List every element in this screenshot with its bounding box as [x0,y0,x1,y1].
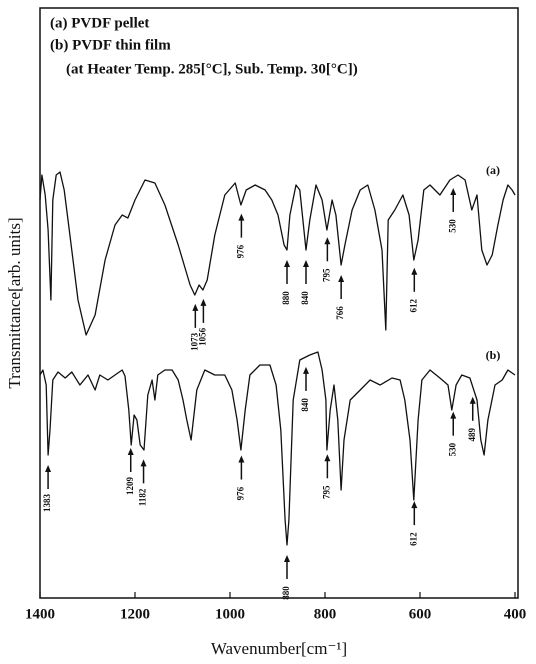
peak-arrow [411,501,418,526]
peak-label: 530 [447,442,457,456]
arrow-head [303,366,309,374]
peak-arrow [238,455,245,480]
plot-frame [39,7,519,599]
peak-label: 840 [300,398,310,412]
peak-arrow [303,366,309,391]
curve-label: (a) [486,163,500,177]
arrow-head [324,237,331,245]
peak-label: 1056 [197,327,207,346]
arrow-head [338,275,345,282]
arrow-head [411,501,418,509]
y-axis-label: Transmittance[arb. units] [5,217,24,388]
arrow-head [469,396,476,404]
x-tick-label: 400 [504,606,527,622]
peak-label: 766 [335,306,345,320]
header-line: (at Heater Temp. 285[°C], Sub. Temp. 30[… [66,61,358,77]
arrow-head [303,260,309,267]
peak-label: 1383 [42,494,52,513]
arrow-head [45,465,52,472]
peak-label: 795 [321,268,331,282]
peak-arrow [450,411,457,436]
arrow-head [284,555,290,562]
peak-arrow [303,260,309,284]
x-tick-label: 800 [314,606,337,622]
x-tick-label: 1400 [25,606,55,622]
peak-arrow [324,237,331,262]
arrow-head [450,411,457,419]
peak-arrow [324,454,331,479]
peak-arrow [238,213,245,238]
peak-arrow [411,267,418,292]
peak-label: 1209 [125,477,135,496]
peak-arrow [127,448,134,472]
curve-label: (b) [486,348,501,362]
peak-arrow [192,303,199,328]
arrow-head [238,455,245,463]
peak-arrow [469,396,476,421]
peak-label: 1182 [138,488,148,506]
arrow-head [140,459,147,467]
peak-arrow [284,555,290,579]
peak-arrow [284,260,290,284]
peak-label: 489 [467,428,477,442]
peak-arrow [140,459,147,484]
arrow-head [450,187,457,195]
x-tick-label: 1000 [215,606,245,622]
arrow-head [200,298,207,306]
arrow-head [324,454,331,462]
peak-arrow [200,298,207,323]
peak-label: 976 [235,244,245,258]
peak-label: 612 [408,532,418,546]
peak-arrow [338,275,345,299]
peak-label: 880 [281,586,291,600]
header-line: (b) PVDF thin film [50,37,171,53]
header-line: (a) PVDF pellet [50,15,149,31]
arrow-head [411,267,418,275]
peak-label: 840 [300,291,310,305]
peak-label: 1073 [189,332,199,351]
arrow-head [238,213,245,221]
spectrum-line [39,171,516,336]
arrow-head [284,260,290,267]
peak-label: 795 [321,485,331,499]
peak-label: 612 [408,299,418,313]
x-tick-label: 1200 [120,606,150,622]
peak-arrow [450,187,457,212]
peak-arrow [45,465,52,489]
arrow-head [192,303,199,311]
arrow-head [127,448,134,455]
x-axis-label: Wavenumber[cm⁻¹] [211,639,347,658]
peak-label: 530 [447,219,457,233]
spectrum-line [39,351,516,546]
x-tick-label: 600 [409,606,432,622]
peak-label: 976 [235,486,245,500]
peak-label: 880 [281,291,291,305]
